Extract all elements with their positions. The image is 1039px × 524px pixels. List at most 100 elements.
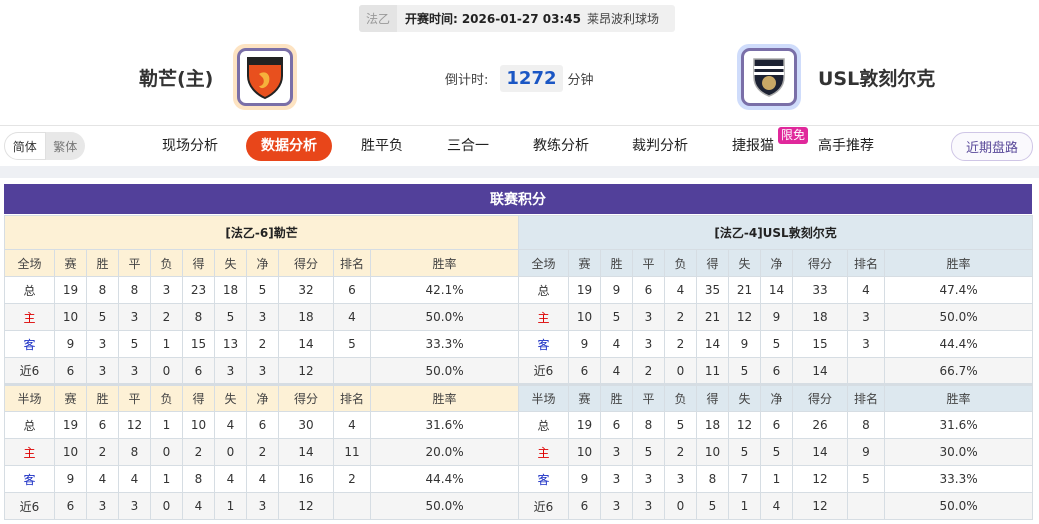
simplified-chinese-button[interactable]: 简体: [4, 132, 46, 160]
away-team-logo[interactable]: [737, 44, 801, 110]
table-cell: 50.0%: [883, 303, 1034, 331]
column-header: 得: [696, 249, 729, 277]
table-cell: 6: [333, 276, 371, 304]
home-team-name[interactable]: 勒芒(主): [139, 68, 214, 90]
tab-expert-picks[interactable]: 高手推荐: [818, 138, 874, 154]
table-cell: 4: [86, 465, 119, 493]
countdown-unit: 分钟: [567, 73, 594, 88]
row-label: 主: [4, 438, 55, 466]
table-cell: 8: [182, 303, 215, 331]
lemans-crest-icon: [247, 57, 283, 100]
table-cell: 3: [118, 492, 151, 520]
tab-three-in-one[interactable]: 三合一: [447, 138, 489, 154]
table-cell: 4: [214, 411, 247, 439]
league-label[interactable]: 法乙: [359, 5, 398, 32]
recent-odds-button[interactable]: 近期盘路: [951, 132, 1033, 161]
row-label: 主: [4, 303, 55, 331]
table-cell: 10: [182, 411, 215, 439]
table-cell: 4: [760, 492, 793, 520]
table-cell: 19: [568, 411, 601, 439]
table-cell: 3: [150, 276, 183, 304]
table-cell: 5: [600, 303, 633, 331]
match-info-bar: 法乙 开赛时间: 2026-01-27 03:45 莱昂波利球场: [359, 5, 675, 32]
table-cell: 5: [760, 438, 793, 466]
section-label: 全场: [518, 249, 569, 277]
table-cell: 3: [600, 465, 633, 493]
row-label: 总: [4, 411, 55, 439]
column-header: 负: [150, 249, 183, 277]
table-cell: 3: [847, 303, 885, 331]
table-cell: 19: [54, 411, 87, 439]
away-team-name[interactable]: USL敦刻尔克: [818, 68, 936, 90]
table-cell: 8: [696, 465, 729, 493]
table-row: 近6 6 4 2 0 11 5 6 14 66.7%: [518, 357, 1034, 385]
table-cell: 12: [278, 357, 334, 385]
table-cell: 8: [86, 276, 119, 304]
table-cell: 10: [568, 303, 601, 331]
section-label: 半场: [518, 383, 569, 412]
table-cell: 3: [246, 303, 279, 331]
table-cell: [333, 492, 371, 520]
row-label: 客: [518, 330, 569, 358]
column-header: 得: [182, 383, 215, 412]
table-cell: 5: [728, 438, 761, 466]
team-caption: [法乙-4]USL敦刻尔克: [517, 215, 1034, 250]
table-cell: 5: [246, 276, 279, 304]
row-label: 近6: [4, 357, 55, 385]
table-row: 总 19 8 8 3 23 18 5 32 6 42.1%: [4, 276, 520, 304]
table-cell: 3: [664, 465, 697, 493]
tab-coach-analysis[interactable]: 教练分析: [533, 138, 589, 154]
table-cell: 2: [86, 438, 119, 466]
column-header: 平: [118, 383, 151, 412]
home-team-logo[interactable]: [233, 44, 297, 110]
table-row: 总 19 6 12 1 10 4 6 30 4 31.6%: [4, 411, 520, 439]
column-header: 负: [150, 383, 183, 412]
table-cell: 33.3%: [369, 330, 520, 358]
table-row: 总 19 9 6 4 35 21 14 33 4 47.4%: [518, 276, 1034, 304]
table-cell: 1: [150, 411, 183, 439]
table-cell: 3: [632, 330, 665, 358]
table-cell: 8: [118, 276, 151, 304]
column-header: 得分: [278, 249, 334, 277]
tab-data-analysis[interactable]: 数据分析: [246, 131, 332, 161]
row-label: 主: [518, 303, 569, 331]
table-cell: 0: [150, 492, 183, 520]
table-cell: 2: [664, 303, 697, 331]
column-header: 得分: [278, 383, 334, 412]
table-cell: 6: [86, 411, 119, 439]
tab-referee-analysis[interactable]: 裁判分析: [632, 138, 688, 154]
tab-jiebaomao[interactable]: 捷报猫: [732, 138, 774, 154]
section-title: 联赛积分: [4, 184, 1032, 214]
table-cell: 4: [600, 357, 633, 385]
table-cell: 2: [333, 465, 371, 493]
table-cell: 19: [568, 276, 601, 304]
table-cell: 44.4%: [883, 330, 1034, 358]
table-cell: 31.6%: [369, 411, 520, 439]
table-cell: 1: [728, 492, 761, 520]
row-label: 主: [518, 438, 569, 466]
tab-live-analysis[interactable]: 现场分析: [162, 138, 218, 154]
header-row: 半场赛胜平负得失净得分 排名 胜率: [4, 383, 520, 412]
column-header: 得: [696, 383, 729, 412]
traditional-chinese-button[interactable]: 繁体: [53, 139, 78, 154]
column-header: 胜率: [369, 383, 520, 412]
table-cell: 10: [568, 438, 601, 466]
table-cell: 2: [246, 438, 279, 466]
table-cell: 3: [86, 492, 119, 520]
column-header: 赛: [54, 383, 87, 412]
table-row: 近6 6 3 3 0 5 1 4 12 50.0%: [518, 492, 1034, 520]
table-cell: 6: [568, 357, 601, 385]
table-cell: 2: [150, 303, 183, 331]
table-cell: 9: [728, 330, 761, 358]
tab-1x2[interactable]: 胜平负: [361, 138, 403, 154]
table-cell: 3: [632, 492, 665, 520]
table-row: 主 10 2 8 0 2 0 2 14 11 20.0%: [4, 438, 520, 466]
table-cell: 7: [728, 465, 761, 493]
table-cell: 18: [278, 303, 334, 331]
table-cell: 18: [214, 276, 247, 304]
header-row: 半场赛胜平负得失净得分 排名 胜率: [518, 383, 1034, 412]
column-header: 胜率: [883, 383, 1034, 412]
table-cell: 9: [54, 465, 87, 493]
table-cell: 31.6%: [883, 411, 1034, 439]
column-header: 胜率: [883, 249, 1034, 277]
